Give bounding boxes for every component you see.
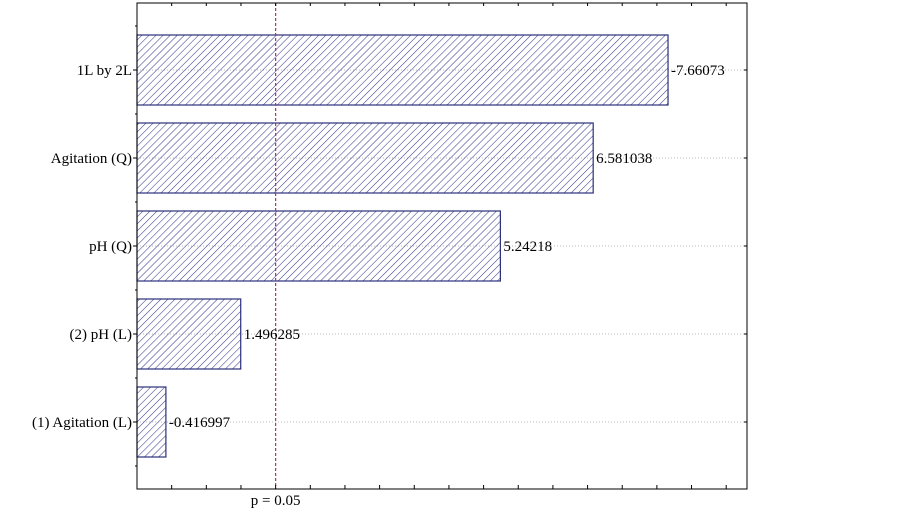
category-label: 1L by 2L — [77, 63, 132, 79]
data-label: -0.416997 — [169, 415, 231, 431]
category-label: pH (Q) — [89, 239, 132, 255]
bar — [136, 298, 242, 370]
bar — [136, 34, 669, 106]
category-label: (2) pH (L) — [70, 327, 132, 343]
category-label: (1) Agitation (L) — [32, 415, 132, 431]
data-label: 5.24218 — [503, 239, 552, 255]
bar — [136, 210, 501, 282]
labels: 1L by 2L -7.66073 Agitation (Q) 6.581038 pH … — [32, 63, 725, 431]
bars — [136, 34, 669, 458]
data-label: 1.496285 — [244, 327, 300, 343]
data-label: -7.66073 — [671, 63, 725, 79]
reference-label: p = 0.05 — [251, 493, 301, 509]
bar — [136, 122, 594, 194]
bar — [136, 386, 167, 458]
category-label: Agitation (Q) — [51, 151, 132, 167]
data-label: 6.581038 — [596, 151, 652, 167]
axis-ticks — [133, 3, 747, 489]
